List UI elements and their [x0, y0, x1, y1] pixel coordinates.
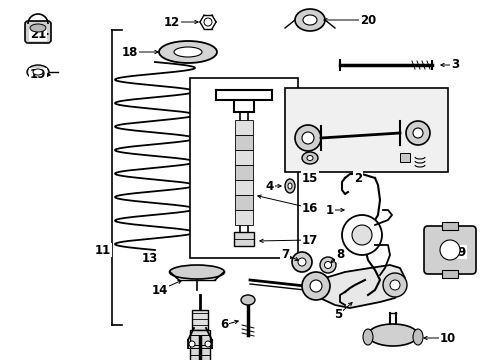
Ellipse shape	[291, 252, 311, 272]
Bar	[192, 310, 207, 330]
Text: 18: 18	[122, 45, 138, 58]
Ellipse shape	[302, 132, 313, 144]
Text: 12: 12	[163, 15, 180, 28]
Ellipse shape	[319, 257, 335, 273]
Ellipse shape	[303, 15, 316, 25]
Ellipse shape	[174, 47, 202, 57]
Polygon shape	[309, 265, 404, 308]
Ellipse shape	[362, 329, 372, 345]
Bar	[234, 232, 253, 246]
Bar	[190, 330, 209, 360]
Circle shape	[389, 280, 399, 290]
Circle shape	[341, 215, 381, 255]
Ellipse shape	[287, 183, 291, 189]
Ellipse shape	[169, 265, 224, 279]
Circle shape	[439, 240, 459, 260]
Ellipse shape	[33, 69, 43, 75]
Ellipse shape	[412, 329, 422, 345]
Bar	[235, 195, 252, 210]
Text: 16: 16	[301, 202, 318, 215]
Text: 8: 8	[335, 248, 344, 261]
Ellipse shape	[324, 261, 331, 269]
Text: 17: 17	[301, 234, 318, 247]
FancyBboxPatch shape	[423, 226, 475, 274]
Circle shape	[302, 272, 329, 300]
Text: 2: 2	[353, 171, 361, 184]
Text: 6: 6	[220, 319, 228, 332]
Bar	[190, 78, 297, 258]
Circle shape	[203, 18, 212, 26]
Circle shape	[204, 341, 210, 347]
Text: 4: 4	[265, 180, 274, 193]
Ellipse shape	[285, 179, 294, 193]
Text: 13: 13	[142, 252, 158, 265]
Text: 19: 19	[30, 68, 46, 81]
Ellipse shape	[302, 152, 317, 164]
Text: 9: 9	[457, 246, 465, 258]
Bar	[441, 270, 457, 278]
Text: 10: 10	[439, 332, 455, 345]
Text: 1: 1	[325, 203, 333, 216]
Ellipse shape	[405, 121, 429, 145]
Bar	[235, 165, 252, 180]
Ellipse shape	[294, 9, 325, 31]
Bar	[235, 150, 252, 165]
Text: 21: 21	[30, 27, 46, 40]
Text: 20: 20	[359, 13, 375, 27]
Bar	[441, 222, 457, 230]
Text: 11: 11	[95, 243, 111, 256]
Text: 14: 14	[151, 284, 168, 297]
Ellipse shape	[30, 24, 46, 32]
Bar	[235, 180, 252, 195]
Ellipse shape	[294, 125, 320, 151]
Bar	[235, 120, 252, 135]
Ellipse shape	[306, 156, 312, 161]
Ellipse shape	[367, 324, 417, 346]
Ellipse shape	[412, 128, 422, 138]
Circle shape	[309, 280, 321, 292]
Circle shape	[189, 341, 195, 347]
Text: 7: 7	[281, 248, 288, 261]
Text: 15: 15	[301, 171, 318, 184]
FancyBboxPatch shape	[25, 21, 51, 43]
Bar	[235, 210, 252, 225]
Bar	[285, 88, 447, 172]
Ellipse shape	[241, 295, 254, 305]
Ellipse shape	[27, 65, 49, 79]
Bar	[399, 153, 409, 162]
Text: 3: 3	[450, 58, 458, 72]
Ellipse shape	[159, 41, 217, 63]
Circle shape	[351, 225, 371, 245]
Text: 5: 5	[333, 309, 342, 321]
Circle shape	[382, 273, 406, 297]
Bar	[235, 135, 252, 150]
Ellipse shape	[297, 258, 305, 266]
